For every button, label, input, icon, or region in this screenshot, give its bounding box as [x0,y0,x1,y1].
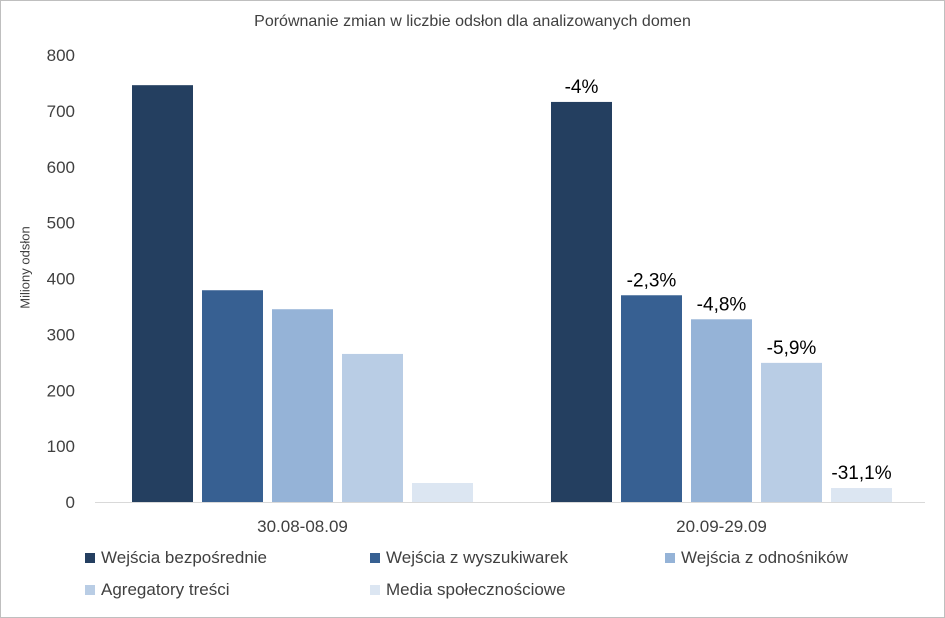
data-label: -5,9% [767,338,817,359]
x-tick-label: 30.08-08.09 [257,517,348,536]
legend-item: Wejścia bezpośrednie [85,548,267,568]
legend-item: Wejścia z wyszukiwarek [370,548,568,568]
legend-item: Agregatory treści [85,580,230,600]
chart-title: Porównanie zmian w liczbie odsłon dla an… [254,13,691,30]
data-label: -31,1% [831,463,891,484]
legend-swatch [85,585,95,595]
bar [412,483,473,502]
legend-label: Agregatory treści [101,580,230,599]
legend-label: Wejścia z wyszukiwarek [386,548,569,567]
bar [691,319,752,502]
y-tick-label: 600 [47,158,75,177]
legend-swatch [665,553,675,563]
data-label: -2,3% [627,270,677,291]
y-tick-label: 100 [47,437,75,456]
y-tick-label: 500 [47,214,75,233]
bar [132,85,193,503]
bar [761,362,822,502]
y-tick-label: 200 [47,381,75,400]
legend-swatch [370,553,380,563]
y-tick-label: 800 [47,46,75,65]
y-tick-label: 400 [47,270,75,289]
bar [272,309,333,502]
legend-item: Wejścia z odnośników [665,548,848,568]
y-tick-label: 300 [47,325,75,344]
bar [551,101,612,502]
bar [831,488,892,502]
bar [202,290,263,502]
x-tick-label: 20.09-29.09 [676,517,767,536]
y-tick-label: 0 [66,493,75,512]
legend-item: Media społecznościowe [370,580,566,600]
data-label: -4,8% [697,294,747,315]
bar [342,353,403,502]
legend-swatch [370,585,380,595]
bar [621,295,682,502]
legend-swatch [85,553,95,563]
y-tick-label: 700 [47,102,75,121]
data-label: -4% [565,77,599,98]
legend-label: Wejścia z odnośników [681,548,848,567]
legend-label: Media społecznościowe [386,580,566,599]
legend-label: Wejścia bezpośrednie [101,548,267,567]
